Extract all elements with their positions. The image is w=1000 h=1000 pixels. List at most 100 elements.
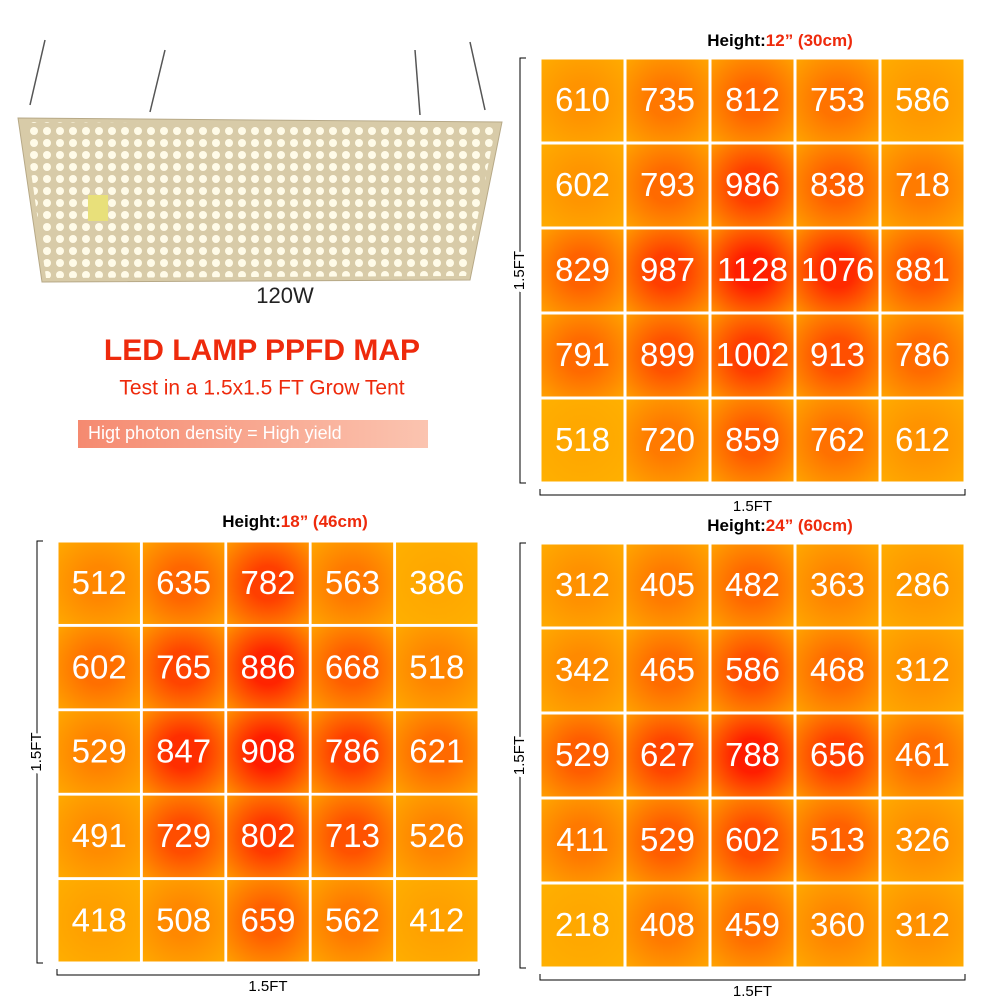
cell-value: 529 [555,736,610,773]
height-label: Height: [707,31,766,50]
cell-value: 412 [409,902,464,939]
cell-value: 859 [725,421,780,458]
cell-value: 1076 [801,251,874,288]
cell-value: 602 [725,821,780,858]
x-bracket [56,969,480,976]
x-dimension: 1.5FT [733,983,772,1000]
cell-shade [626,144,709,227]
cell-shade [626,884,709,967]
cell-value: 326 [895,821,950,858]
cell-shade [881,714,964,797]
cell-value: 342 [555,651,610,688]
x-dimension: 1.5FT [248,978,287,995]
cell-shade [626,229,709,312]
cell-value: 518 [555,421,610,458]
cell-shade [142,880,225,962]
cell-shade [796,314,879,397]
cell-shade [142,711,225,793]
cell-shade [58,711,140,793]
cell-shade [881,59,964,142]
cell-shade [711,544,794,627]
height-label: Height: [707,516,766,535]
cell-value: 465 [640,651,695,688]
cell-value: 899 [640,336,695,373]
cell-shade [626,629,709,712]
map-title: Height:18” (46cm) [222,512,367,531]
cell-value: 720 [640,421,695,458]
cell-value: 621 [409,733,464,770]
cell-shade [142,542,225,624]
cell-shade [58,795,140,878]
cell-shade [311,880,394,962]
cell-value: 586 [895,81,950,118]
height-value: 18” (46cm) [281,512,368,531]
cell-value: 735 [640,81,695,118]
cell-shade [711,714,794,797]
cell-value: 312 [555,566,610,603]
cell-shade [626,399,709,482]
cell-shade [142,626,225,709]
cell-shade [58,880,140,962]
cell-value: 586 [725,651,780,688]
cell-value: 913 [810,336,865,373]
cell-shade [626,314,709,397]
cell-shade [396,880,478,962]
y-dimension: 1.5FT [28,732,45,771]
cell-shade [311,542,394,624]
y-bracket [519,542,526,969]
cell-shade [796,884,879,967]
cell-shade [311,795,394,878]
cell-value: 411 [556,821,609,858]
cell-value: 718 [895,166,950,203]
cell-value: 765 [156,648,211,685]
subtitle: Test in a 1.5x1.5 FT Grow Tent [119,377,404,400]
cell-shade [796,59,879,142]
cell-value: 908 [240,733,295,770]
cell-value: 786 [325,733,380,770]
cell-shade [541,144,624,227]
cell-value: 627 [640,736,695,773]
lamp-illustration [17,39,503,283]
x-dimension: 1.5FT [733,498,772,515]
cell-shade [796,799,879,882]
ppfd-map: Height:24” (60cm) 312 405 482 363 286 342 465 58… [508,516,966,1000]
cell-value: 461 [895,736,950,773]
cell-value: 659 [240,902,295,939]
cell-value: 386 [409,564,464,601]
height-label: Height: [222,512,281,531]
cell-shade [396,542,478,624]
cell-value: 459 [725,906,780,943]
cell-value: 788 [725,736,780,773]
cell-shade [796,629,879,712]
cell-value: 312 [895,651,950,688]
cell-shade [58,542,140,624]
cell-shade [881,799,964,882]
cell-shade [541,884,624,967]
cell-value: 418 [72,902,127,939]
cell-value: 512 [72,564,127,601]
cell-value: 405 [640,566,695,603]
ppfd-map: Height:18” (46cm) 512 635 782 563 386 602 765 88… [25,512,480,995]
cell-shade [881,629,964,712]
cell-value: 529 [640,821,695,858]
cell-shade [142,795,225,878]
height-value: 12” (30cm) [766,31,853,50]
cell-shade [881,884,964,967]
cell-value: 612 [895,421,950,458]
cell-value: 602 [72,648,127,685]
map-title: Height:12” (30cm) [707,31,852,50]
cell-value: 1002 [716,336,789,373]
cell-shade [881,544,964,627]
cell-shade [796,229,879,312]
cell-value: 363 [810,566,865,603]
height-value: 24” (60cm) [766,516,853,535]
wattage: 120W [256,283,314,308]
cell-shade [711,799,794,882]
y-bracket [36,540,43,964]
cell-value: 791 [555,336,610,373]
cell-shade [227,542,309,624]
cell-value: 729 [156,817,211,854]
cell-shade [311,626,394,709]
cell-value: 526 [409,817,464,854]
